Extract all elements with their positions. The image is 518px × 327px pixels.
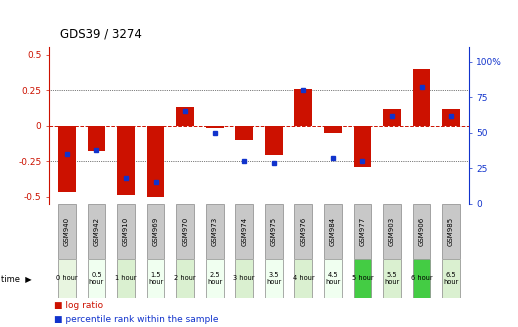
Text: ■ percentile rank within the sample: ■ percentile rank within the sample [54,315,219,324]
Bar [58,259,76,298]
Bar [206,204,224,259]
Bar [383,109,401,126]
Bar [294,259,312,298]
Text: GSM976: GSM976 [300,217,306,246]
Bar [294,204,312,259]
Text: 2 hour: 2 hour [175,275,196,282]
Text: GSM940: GSM940 [64,217,70,246]
Text: 1.5
hour: 1.5 hour [148,272,163,285]
Bar [117,259,135,298]
Text: GSM973: GSM973 [212,217,218,246]
Bar [324,259,342,298]
Bar [324,126,342,133]
Text: ■ log ratio: ■ log ratio [54,301,104,310]
Text: GSM903: GSM903 [389,217,395,246]
Bar [265,126,283,155]
Bar [442,259,460,298]
Text: GSM970: GSM970 [182,217,188,246]
Text: 2.5
hour: 2.5 hour [207,272,222,285]
Bar [235,126,253,140]
Bar [324,204,342,259]
Text: 0 hour: 0 hour [56,275,78,282]
Text: 1 hour: 1 hour [116,275,137,282]
Text: 6 hour: 6 hour [411,275,433,282]
Bar [58,126,76,192]
Text: GSM975: GSM975 [271,217,277,246]
Text: 4 hour: 4 hour [293,275,314,282]
Text: GSM985: GSM985 [448,217,454,246]
Bar [117,204,135,259]
Text: 5 hour: 5 hour [352,275,373,282]
Bar [354,126,371,167]
Bar [265,259,283,298]
Bar [88,259,105,298]
Bar [383,204,401,259]
Text: GSM977: GSM977 [359,217,365,246]
Bar [147,204,164,259]
Bar [176,107,194,126]
Bar [88,126,105,151]
Bar [206,126,224,129]
Text: 0.5
hour: 0.5 hour [89,272,104,285]
Bar [413,259,430,298]
Bar [413,69,430,126]
Bar [294,89,312,126]
Text: GSM942: GSM942 [93,217,99,246]
Text: 3.5
hour: 3.5 hour [266,272,281,285]
Bar [147,259,164,298]
Bar [354,204,371,259]
Text: GSM906: GSM906 [419,217,425,246]
Text: GSM974: GSM974 [241,217,247,246]
Bar [176,259,194,298]
Bar [235,259,253,298]
Text: 4.5
hour: 4.5 hour [325,272,340,285]
Bar [354,259,371,298]
Text: 3 hour: 3 hour [234,275,255,282]
Bar [265,204,283,259]
Bar [235,204,253,259]
Text: GDS39 / 3274: GDS39 / 3274 [60,28,141,41]
Bar [383,259,401,298]
Text: GSM984: GSM984 [330,217,336,246]
Text: time  ▶: time ▶ [1,274,32,283]
Text: 6.5
hour: 6.5 hour [443,272,458,285]
Bar [176,204,194,259]
Bar [117,126,135,195]
Bar [88,204,105,259]
Bar [442,109,460,126]
Text: GSM969: GSM969 [153,217,159,246]
Bar [147,126,164,197]
Bar [442,204,460,259]
Bar [206,259,224,298]
Text: 5.5
hour: 5.5 hour [384,272,399,285]
Text: GSM910: GSM910 [123,217,129,246]
Bar [58,204,76,259]
Bar [413,204,430,259]
